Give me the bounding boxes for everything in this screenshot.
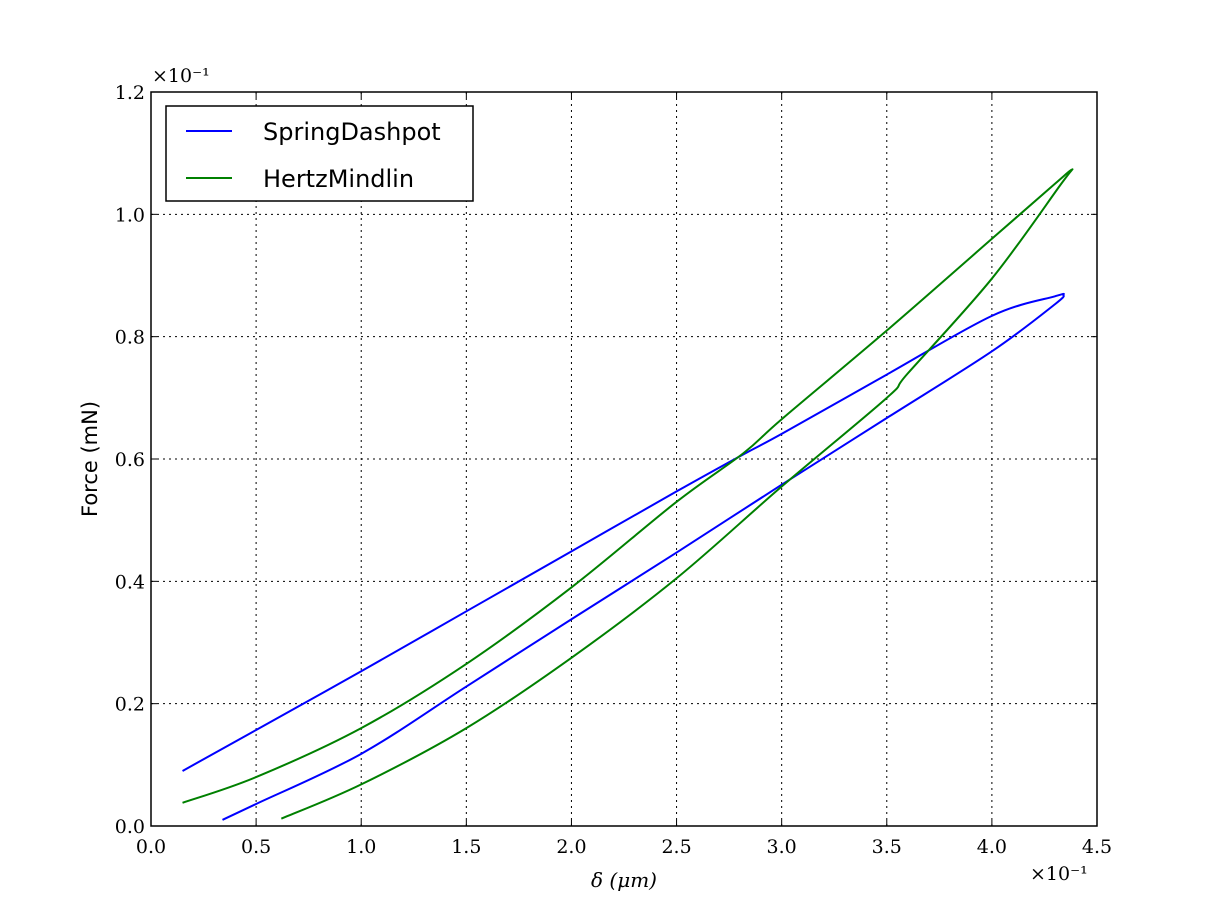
x-tick-label: 0.0 [136,836,166,858]
x-tick-label: 4.0 [977,836,1007,858]
x-tick-label: 3.5 [872,836,902,858]
series-lines [182,168,1074,821]
series-line-springdashpot [182,292,1065,821]
axis-ticks: 0.0 0.5 1.0 1.5 2.0 2.5 3.0 3.5 4.0 4.5 0.0 0.2 0.4 0… [115,82,1112,858]
x-tick-label: 1.0 [346,836,376,858]
y-axis-multiplier: ×10⁻¹ [152,65,210,87]
legend-box [165,105,474,202]
y-tick-label: 0.0 [115,816,145,838]
legend: SpringDashpot HertzMindlin [165,105,474,202]
x-axis-multiplier: ×10⁻¹ [1030,863,1088,885]
x-tick-label: 4.5 [1082,836,1112,858]
x-tick-label: 2.5 [661,836,691,858]
y-axis-label: Force (mN) [78,401,102,517]
y-tick-label: 0.4 [115,571,145,593]
x-axis-label: δ (μm) [591,868,657,892]
x-tick-label: 1.5 [451,836,481,858]
x-tick-label: 3.0 [767,836,797,858]
y-tick-label: 1.2 [115,82,145,104]
y-tick-label: 0.8 [115,327,145,349]
series-line-hertzmindlin [182,168,1074,820]
legend-label-hertzmindlin: HertzMindlin [263,165,414,193]
x-tick-label: 0.5 [241,836,271,858]
y-tick-label: 0.6 [115,449,145,471]
y-tick-label: 0.2 [115,694,145,716]
legend-label-springdashpot: SpringDashpot [263,118,441,146]
x-tick-label: 2.0 [556,836,586,858]
y-tick-label: 1.0 [115,204,145,226]
grid-lines [151,92,1097,826]
